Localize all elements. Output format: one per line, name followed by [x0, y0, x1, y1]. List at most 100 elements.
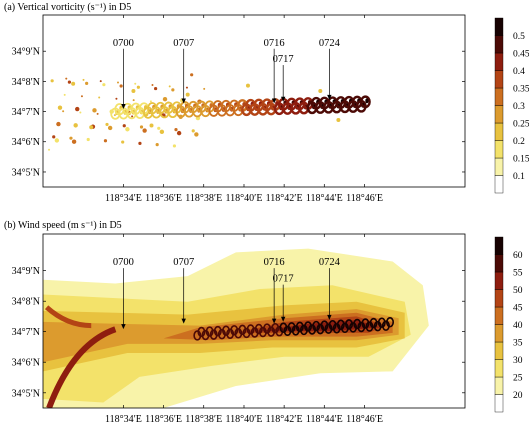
x-tick-label: 118°34′E	[105, 193, 142, 204]
colorbar-swatch	[494, 289, 504, 308]
colorbar-label: 0.2	[513, 137, 525, 147]
x-tick-label: 118°46′E	[346, 193, 383, 204]
wind-eddy	[304, 321, 313, 332]
vorticity-speck	[142, 128, 147, 133]
colorbar-swatch	[494, 122, 504, 141]
colorbar-swatch	[494, 324, 504, 343]
vorticity-speck	[318, 89, 323, 94]
annotation-arrow-head	[271, 318, 277, 324]
y-tick-label: 34°5′N	[12, 388, 40, 399]
wind-eddy	[263, 323, 272, 334]
vorticity-speck	[172, 144, 177, 148]
colorbar-label: 25	[513, 374, 523, 384]
wind-eddy	[230, 325, 239, 336]
colorbar-label: 45	[513, 304, 523, 314]
colorbar-label: 20	[513, 391, 523, 401]
vorticity-speck	[203, 87, 206, 90]
wind-eddy	[205, 326, 214, 337]
panel-b-title: (b) Wind speed (m s⁻¹) in D5	[4, 220, 122, 231]
colorbar-label: 35	[513, 339, 523, 349]
vorticity-speck	[131, 89, 136, 94]
vorticity-speck	[191, 129, 195, 133]
vorticity-speck	[185, 86, 188, 89]
colorbar-swatch	[494, 52, 504, 71]
annotation-arrow-head	[181, 318, 186, 324]
annotation-label-0717: 0717	[273, 274, 294, 285]
vorticity-speck	[131, 115, 134, 118]
vorticity-speck	[52, 135, 56, 139]
wind-eddy	[320, 320, 329, 331]
wind-eddy	[312, 320, 321, 332]
vorticity-speck	[119, 84, 123, 88]
vorticity-speck	[194, 132, 199, 137]
vorticity-speck	[80, 95, 83, 98]
vorticity-speck	[151, 84, 154, 87]
annotation-arrow-head	[280, 96, 286, 102]
vorticity-speck	[134, 82, 137, 85]
vorticity-speck	[79, 111, 82, 114]
x-tick-label: 118°40′E	[226, 193, 263, 204]
vorticity-speck	[65, 77, 68, 80]
y-tick-label: 34°7′N	[12, 327, 40, 338]
wind-eddy	[328, 319, 337, 331]
vorticity-speck	[174, 127, 178, 132]
colorbar-label: 0.35	[513, 85, 529, 95]
annotation-arrow-head	[327, 314, 332, 320]
wind-eddy	[271, 322, 280, 334]
x-tick-label: 118°36′E	[145, 414, 182, 425]
y-tick-label: 34°8′N	[12, 77, 40, 88]
wind-eddy	[369, 317, 378, 329]
colorbar-label: 0.4	[513, 67, 525, 77]
x-tick-label: 118°42′E	[266, 193, 303, 204]
wind-eddy	[295, 321, 304, 333]
vorticity-speck	[185, 92, 190, 97]
vorticity-speck	[103, 139, 108, 143]
x-tick-label: 118°46′E	[346, 414, 383, 425]
vorticity-speck	[69, 136, 73, 140]
vorticity-speck	[107, 125, 113, 131]
x-tick-label: 118°38′E	[185, 193, 222, 204]
annotation-label-0724: 0724	[319, 38, 341, 49]
wind-eddy	[197, 326, 206, 338]
vorticity-ring	[360, 95, 371, 109]
vorticity-speck	[71, 81, 76, 86]
colorbar-swatch	[494, 70, 504, 89]
wind-eddy	[336, 319, 345, 330]
vorticity-speck	[139, 125, 144, 129]
vorticity-speck	[99, 80, 102, 83]
x-tick-label: 118°40′E	[226, 414, 263, 425]
panel-a-field	[48, 73, 371, 151]
wind-eddy	[246, 324, 255, 335]
colorbar-label: 55	[513, 269, 523, 279]
vorticity-speck	[71, 139, 77, 144]
annotation-arrow-head	[280, 316, 286, 322]
vorticity-core	[365, 98, 369, 104]
vorticity-speck	[190, 73, 194, 77]
panel-a-title: (a) Vertical vorticity (s⁻¹) in D5	[4, 2, 132, 13]
wind-jet	[44, 305, 92, 329]
y-tick-label: 34°6′N	[12, 137, 40, 148]
colorbar-label: 60	[513, 251, 523, 261]
x-tick-label: 118°42′E	[266, 414, 303, 425]
wind-eddy	[361, 318, 370, 329]
wind-eddy	[377, 317, 386, 328]
vorticity-speck	[116, 81, 119, 84]
y-tick-label: 34°5′N	[12, 167, 40, 178]
y-tick-label: 34°6′N	[12, 358, 40, 369]
wind-eddy	[238, 324, 247, 336]
vorticity-speck	[98, 96, 101, 99]
colorbar-swatch	[494, 306, 504, 325]
vorticity-speck	[336, 118, 341, 123]
colorbar-label: 0.1	[513, 172, 525, 182]
y-tick-label: 34°7′N	[12, 107, 40, 118]
annotation-arrow-head	[121, 103, 126, 109]
colorbar-label: 0.45	[513, 50, 529, 60]
wind-eddy	[213, 325, 222, 337]
annotation-label-0716: 0716	[264, 38, 285, 49]
colorbar-swatch	[494, 394, 504, 413]
y-tick-label: 34°9′N	[12, 266, 40, 277]
vorticity-speck	[82, 78, 85, 81]
vorticity-speck	[136, 85, 140, 89]
annotation-arrow-head	[181, 98, 186, 104]
